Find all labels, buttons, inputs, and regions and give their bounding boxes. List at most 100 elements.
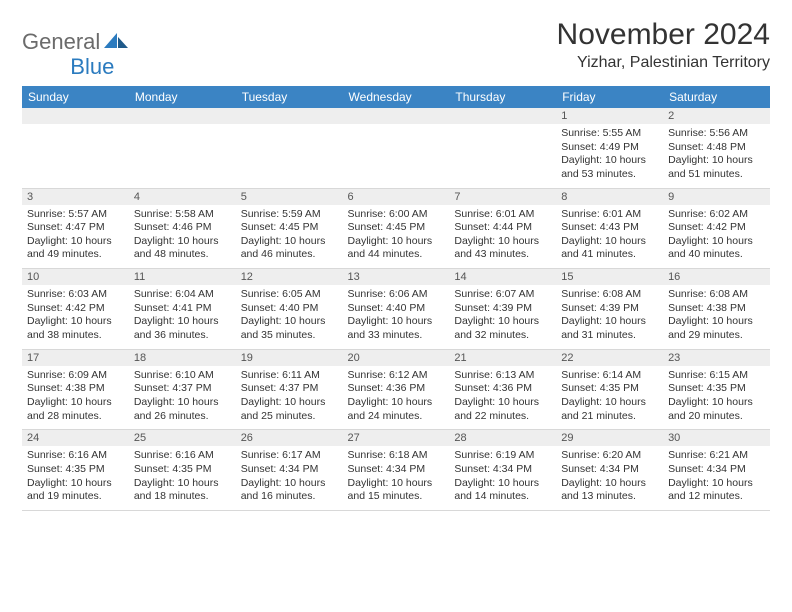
weekday-header: Saturday <box>663 86 770 108</box>
calendar-week-row: Sunrise: 5:55 AMSunset: 4:49 PMDaylight:… <box>22 124 770 188</box>
day-number-cell: 9 <box>663 188 770 205</box>
empty-cell <box>22 124 129 188</box>
day-cell: Sunrise: 6:10 AMSunset: 4:37 PMDaylight:… <box>129 366 236 430</box>
day-number-row: 10111213141516 <box>22 269 770 286</box>
day-cell: Sunrise: 6:12 AMSunset: 4:36 PMDaylight:… <box>343 366 450 430</box>
day-cell: Sunrise: 6:17 AMSunset: 4:34 PMDaylight:… <box>236 446 343 510</box>
day-details: Sunrise: 6:05 AMSunset: 4:40 PMDaylight:… <box>241 288 338 343</box>
calendar-body: 12 Sunrise: 5:55 AMSunset: 4:49 PMDayligh… <box>22 108 770 510</box>
day-details: Sunrise: 5:58 AMSunset: 4:46 PMDaylight:… <box>134 208 231 263</box>
day-details: Sunrise: 5:56 AMSunset: 4:48 PMDaylight:… <box>668 127 765 182</box>
calendar-week-row: Sunrise: 6:16 AMSunset: 4:35 PMDaylight:… <box>22 446 770 510</box>
day-number-cell: 22 <box>556 349 663 366</box>
calendar-week-row: Sunrise: 6:03 AMSunset: 4:42 PMDaylight:… <box>22 285 770 349</box>
day-number-cell <box>449 108 556 124</box>
weekday-header-row: SundayMondayTuesdayWednesdayThursdayFrid… <box>22 86 770 108</box>
day-details: Sunrise: 6:16 AMSunset: 4:35 PMDaylight:… <box>27 449 124 504</box>
day-number-cell: 26 <box>236 430 343 447</box>
day-number-cell: 28 <box>449 430 556 447</box>
day-number-row: 24252627282930 <box>22 430 770 447</box>
day-number-cell: 14 <box>449 269 556 286</box>
day-number-cell: 5 <box>236 188 343 205</box>
day-number-cell <box>343 108 450 124</box>
day-number-cell: 20 <box>343 349 450 366</box>
day-details: Sunrise: 6:04 AMSunset: 4:41 PMDaylight:… <box>134 288 231 343</box>
title-block: November 2024 Yizhar, Palestinian Territ… <box>557 18 770 72</box>
day-details: Sunrise: 6:13 AMSunset: 4:36 PMDaylight:… <box>454 369 551 424</box>
day-details: Sunrise: 6:01 AMSunset: 4:44 PMDaylight:… <box>454 208 551 263</box>
day-cell: Sunrise: 6:08 AMSunset: 4:38 PMDaylight:… <box>663 285 770 349</box>
day-number-cell: 1 <box>556 108 663 124</box>
day-cell: Sunrise: 6:11 AMSunset: 4:37 PMDaylight:… <box>236 366 343 430</box>
day-details: Sunrise: 5:55 AMSunset: 4:49 PMDaylight:… <box>561 127 658 182</box>
logo-word-2: Blue <box>70 54 114 80</box>
day-cell: Sunrise: 5:57 AMSunset: 4:47 PMDaylight:… <box>22 205 129 269</box>
day-cell: Sunrise: 6:02 AMSunset: 4:42 PMDaylight:… <box>663 205 770 269</box>
day-cell: Sunrise: 6:01 AMSunset: 4:43 PMDaylight:… <box>556 205 663 269</box>
day-number-row: 17181920212223 <box>22 349 770 366</box>
empty-cell <box>449 124 556 188</box>
day-details: Sunrise: 6:12 AMSunset: 4:36 PMDaylight:… <box>348 369 445 424</box>
day-cell: Sunrise: 6:16 AMSunset: 4:35 PMDaylight:… <box>129 446 236 510</box>
day-number-row: 3456789 <box>22 188 770 205</box>
day-details: Sunrise: 6:14 AMSunset: 4:35 PMDaylight:… <box>561 369 658 424</box>
day-number-cell: 13 <box>343 269 450 286</box>
day-number-cell: 6 <box>343 188 450 205</box>
day-number-cell: 8 <box>556 188 663 205</box>
day-number-cell: 17 <box>22 349 129 366</box>
day-cell: Sunrise: 5:55 AMSunset: 4:49 PMDaylight:… <box>556 124 663 188</box>
day-number-cell: 7 <box>449 188 556 205</box>
day-cell: Sunrise: 6:15 AMSunset: 4:35 PMDaylight:… <box>663 366 770 430</box>
day-details: Sunrise: 6:15 AMSunset: 4:35 PMDaylight:… <box>668 369 765 424</box>
day-number-cell <box>236 108 343 124</box>
day-number-cell: 3 <box>22 188 129 205</box>
day-cell: Sunrise: 6:08 AMSunset: 4:39 PMDaylight:… <box>556 285 663 349</box>
day-cell: Sunrise: 6:16 AMSunset: 4:35 PMDaylight:… <box>22 446 129 510</box>
day-cell: Sunrise: 6:06 AMSunset: 4:40 PMDaylight:… <box>343 285 450 349</box>
location-subtitle: Yizhar, Palestinian Territory <box>557 54 770 72</box>
day-details: Sunrise: 5:57 AMSunset: 4:47 PMDaylight:… <box>27 208 124 263</box>
page-title: November 2024 <box>557 18 770 52</box>
day-number-cell: 10 <box>22 269 129 286</box>
day-cell: Sunrise: 6:04 AMSunset: 4:41 PMDaylight:… <box>129 285 236 349</box>
day-cell: Sunrise: 6:00 AMSunset: 4:45 PMDaylight:… <box>343 205 450 269</box>
day-cell: Sunrise: 5:59 AMSunset: 4:45 PMDaylight:… <box>236 205 343 269</box>
weekday-header: Tuesday <box>236 86 343 108</box>
day-number-cell <box>129 108 236 124</box>
day-details: Sunrise: 6:09 AMSunset: 4:38 PMDaylight:… <box>27 369 124 424</box>
weekday-header: Monday <box>129 86 236 108</box>
day-number-cell: 25 <box>129 430 236 447</box>
day-cell: Sunrise: 6:03 AMSunset: 4:42 PMDaylight:… <box>22 285 129 349</box>
day-details: Sunrise: 6:11 AMSunset: 4:37 PMDaylight:… <box>241 369 338 424</box>
day-cell: Sunrise: 6:21 AMSunset: 4:34 PMDaylight:… <box>663 446 770 510</box>
logo-sail-icon <box>104 30 130 55</box>
day-number-cell: 23 <box>663 349 770 366</box>
weekday-header: Thursday <box>449 86 556 108</box>
weekday-header: Friday <box>556 86 663 108</box>
day-number-cell: 29 <box>556 430 663 447</box>
day-details: Sunrise: 5:59 AMSunset: 4:45 PMDaylight:… <box>241 208 338 263</box>
day-cell: Sunrise: 5:58 AMSunset: 4:46 PMDaylight:… <box>129 205 236 269</box>
weekday-header: Sunday <box>22 86 129 108</box>
day-number-cell: 4 <box>129 188 236 205</box>
day-number-cell: 2 <box>663 108 770 124</box>
day-number-cell: 21 <box>449 349 556 366</box>
day-details: Sunrise: 6:01 AMSunset: 4:43 PMDaylight:… <box>561 208 658 263</box>
day-number-cell: 15 <box>556 269 663 286</box>
weekday-header: Wednesday <box>343 86 450 108</box>
day-cell: Sunrise: 6:01 AMSunset: 4:44 PMDaylight:… <box>449 205 556 269</box>
day-number-cell: 18 <box>129 349 236 366</box>
day-details: Sunrise: 6:10 AMSunset: 4:37 PMDaylight:… <box>134 369 231 424</box>
day-number-cell <box>22 108 129 124</box>
day-number-cell: 27 <box>343 430 450 447</box>
day-cell: Sunrise: 6:09 AMSunset: 4:38 PMDaylight:… <box>22 366 129 430</box>
day-cell: Sunrise: 6:13 AMSunset: 4:36 PMDaylight:… <box>449 366 556 430</box>
day-number-cell: 19 <box>236 349 343 366</box>
day-details: Sunrise: 6:20 AMSunset: 4:34 PMDaylight:… <box>561 449 658 504</box>
empty-cell <box>236 124 343 188</box>
day-cell: Sunrise: 5:56 AMSunset: 4:48 PMDaylight:… <box>663 124 770 188</box>
day-details: Sunrise: 6:00 AMSunset: 4:45 PMDaylight:… <box>348 208 445 263</box>
day-details: Sunrise: 6:18 AMSunset: 4:34 PMDaylight:… <box>348 449 445 504</box>
day-details: Sunrise: 6:06 AMSunset: 4:40 PMDaylight:… <box>348 288 445 343</box>
calendar-week-row: Sunrise: 6:09 AMSunset: 4:38 PMDaylight:… <box>22 366 770 430</box>
